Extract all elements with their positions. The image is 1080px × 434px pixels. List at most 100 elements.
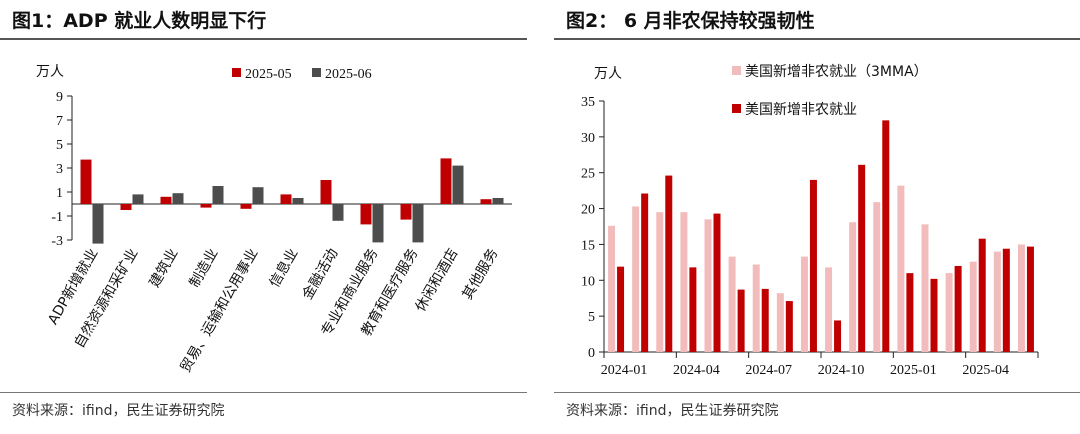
y-tick-label: 30: [581, 131, 595, 146]
x-category-label: 信息业: [266, 246, 302, 291]
bar-美国新增非农就业: [785, 301, 793, 352]
bar-2025-05: [280, 194, 292, 204]
y-tick-label: -3: [51, 234, 63, 249]
bar-美国新增非农就业（3MMA）: [680, 212, 688, 352]
source-note: 资料来源：ifind，民生证券研究院: [566, 403, 779, 419]
bar-2025-06: [412, 204, 424, 243]
chart-panel-nonfarm: 图2： 6 月非农保持较强韧性 万人 0 5 10 15 20 25 30 35 2024-01 2…: [554, 0, 1080, 434]
y-tick-label: 9: [56, 90, 63, 105]
x-category-label: 贸易、运输和公用事业: [178, 246, 262, 375]
bar-美国新增非农就业: [1002, 248, 1010, 352]
bar-美国新增非农就业（3MMA）: [608, 225, 616, 352]
bar-美国新增非农就业: [689, 267, 697, 352]
y-axis-unit: 万人: [36, 64, 64, 80]
chart-title: 图2： 6 月非农保持较强韧性: [566, 10, 815, 32]
legend-swatch: [732, 66, 741, 75]
y-tick-label: 35: [581, 95, 595, 110]
bar-美国新增非农就业: [737, 289, 745, 352]
legend-label: 美国新增非农就业: [745, 102, 857, 118]
bar-美国新增非农就业: [954, 265, 962, 352]
bar-美国新增非农就业（3MMA）: [752, 264, 760, 352]
bar-美国新增非农就业: [978, 238, 986, 352]
title-rule: [554, 38, 1080, 40]
bar-美国新增非农就业（3MMA）: [1017, 244, 1025, 352]
legend-swatch: [232, 68, 241, 77]
bar-2025-06: [132, 194, 144, 204]
bar-美国新增非农就业: [1026, 246, 1034, 352]
bar-美国新增非农就业（3MMA）: [632, 206, 640, 352]
x-category-label: 建筑业: [147, 246, 182, 290]
source-rule: [554, 392, 1080, 393]
bar-2025-06: [292, 198, 304, 204]
bar-2025-05: [320, 180, 332, 204]
bar-2025-05: [240, 204, 252, 209]
bar-美国新增非农就业: [761, 288, 769, 352]
legend-swatch: [312, 68, 321, 77]
bar-美国新增非农就业: [665, 175, 673, 352]
x-category-label: 制造业: [187, 246, 222, 290]
bar-美国新增非农就业（3MMA）: [849, 222, 857, 352]
y-tick-label: 5: [588, 310, 595, 325]
bar-美国新增非农就业（3MMA）: [993, 251, 1001, 352]
bar-2025-05: [160, 196, 172, 204]
bar-美国新增非农就业（3MMA）: [945, 273, 953, 352]
source-rule: [0, 392, 527, 393]
bar-美国新增非农就业: [882, 120, 890, 352]
bar-2025-06: [452, 165, 464, 204]
source-note: 资料来源：ifind，民生证券研究院: [12, 403, 225, 419]
bar-美国新增非农就业: [617, 266, 625, 352]
bar-美国新增非农就业（3MMA）: [921, 224, 929, 352]
bar-2025-06: [172, 193, 184, 204]
y-tick-label: 15: [581, 238, 595, 253]
y-tick-label: 1: [56, 186, 63, 201]
bar-2025-06: [492, 198, 504, 204]
y-tick-label: 25: [581, 167, 595, 182]
bar-2025-05: [80, 159, 92, 204]
y-tick-label: 3: [56, 162, 63, 177]
x-tick-label: 2024-04: [673, 363, 720, 378]
bar-美国新增非农就业（3MMA）: [704, 219, 712, 352]
bar-美国新增非农就业: [834, 320, 842, 352]
bar-美国新增非农就业: [713, 213, 721, 352]
legend-label: 2025-06: [325, 67, 372, 82]
legend-label: 美国新增非农就业（3MMA）: [745, 64, 928, 80]
bar-美国新增非农就业（3MMA）: [969, 261, 977, 352]
x-tick-label: 2025-01: [890, 363, 937, 378]
y-tick-label: -1: [51, 210, 63, 225]
bar-2025-05: [200, 204, 212, 208]
bar-2025-05: [440, 158, 452, 204]
legend-label: 2025-05: [245, 67, 292, 82]
y-axis-unit: 万人: [594, 66, 622, 82]
bar-美国新增非农就业（3MMA）: [656, 212, 664, 352]
bar-2025-06: [252, 187, 264, 204]
bar-美国新增非农就业: [858, 164, 866, 352]
bar-2025-06: [332, 204, 344, 221]
x-category-label: 金融活动: [300, 246, 342, 302]
title-rule: [0, 38, 527, 40]
legend-swatch: [732, 104, 741, 113]
y-tick-label: 5: [56, 138, 63, 153]
nonfarm-bar-chart: 万人 0 5 10 15 20 25 30 35 2024-01 2024-04 2024-07 202…: [581, 64, 1039, 378]
bar-2025-06: [212, 186, 224, 204]
bar-2025-06: [92, 204, 104, 244]
chart-panel-adp: 图1：ADP 就业人数明显下行 万人 -3 -1 1 3 5 7 9 ADP新增就业 自然资源和采…: [0, 0, 527, 434]
chart-title: 图1：ADP 就业人数明显下行: [12, 10, 267, 32]
bar-美国新增非农就业（3MMA）: [776, 293, 784, 352]
bar-美国新增非农就业: [906, 273, 914, 352]
bar-2025-05: [120, 204, 132, 210]
bar-美国新增非农就业（3MMA）: [728, 256, 736, 352]
bar-美国新增非农就业: [809, 179, 817, 352]
x-tick-label: 2024-01: [601, 363, 648, 378]
bar-2025-05: [480, 199, 492, 204]
x-tick-label: 2024-10: [818, 363, 865, 378]
bar-2025-06: [372, 204, 384, 243]
bar-美国新增非农就业: [641, 193, 649, 352]
x-category-label: 其他服务: [460, 246, 502, 302]
x-tick-label: 2024-07: [745, 363, 792, 378]
bar-2025-05: [400, 204, 412, 220]
bar-美国新增非农就业（3MMA）: [897, 185, 905, 352]
y-tick-label: 20: [581, 203, 595, 218]
bar-美国新增非农就业（3MMA）: [825, 267, 833, 352]
y-tick-label: 7: [56, 114, 63, 129]
